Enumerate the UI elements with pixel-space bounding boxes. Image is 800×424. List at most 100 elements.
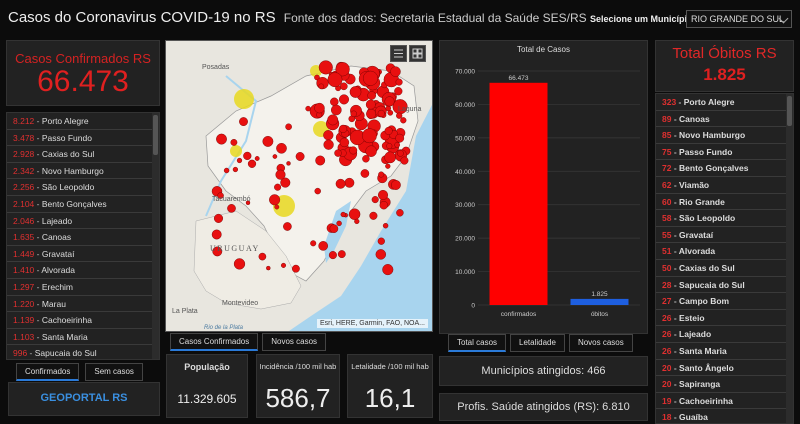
city-case-marker[interactable]	[361, 128, 377, 144]
city-case-marker[interactable]	[323, 139, 334, 150]
city-case-marker[interactable]	[276, 143, 287, 154]
city-case-marker[interactable]	[291, 264, 300, 273]
city-case-marker[interactable]	[362, 70, 378, 86]
city-case-marker[interactable]	[354, 218, 360, 225]
city-case-marker[interactable]	[314, 187, 321, 195]
city-case-marker[interactable]	[227, 204, 236, 213]
map-canvas[interactable]: Posadas Tacuarembó URUGUAY Montevideo La…	[166, 41, 433, 332]
bar-0[interactable]	[489, 82, 548, 305]
city-case-marker[interactable]	[379, 200, 389, 210]
city-case-marker[interactable]	[360, 169, 370, 178]
list-item[interactable]: 75 - Passo Fundo	[656, 144, 793, 161]
list-item[interactable]: 1.635 - Canoas	[7, 229, 159, 246]
list-item[interactable]: 2.104 - Bento Gonçalves	[7, 196, 159, 213]
list-item[interactable]: 20 - Santo Ângelo	[656, 360, 793, 377]
city-case-marker[interactable]	[323, 130, 334, 141]
city-case-marker[interactable]	[386, 142, 393, 149]
list-item[interactable]: 58 - São Leopoldo	[656, 210, 793, 227]
city-case-marker[interactable]	[394, 87, 403, 96]
city-case-marker[interactable]	[385, 163, 391, 169]
city-case-marker[interactable]	[247, 159, 257, 168]
list-item[interactable]: 1.297 - Erechim	[7, 279, 159, 296]
city-case-marker[interactable]	[233, 258, 246, 270]
list-item[interactable]: 1.410 - Alvorada	[7, 262, 159, 279]
city-case-marker[interactable]	[390, 180, 401, 190]
list-item[interactable]: 85 - Novo Hamburgo	[656, 127, 793, 144]
geoportal-link[interactable]: GEOPORTAL RS	[8, 382, 160, 416]
city-case-marker[interactable]	[339, 137, 350, 148]
city-case-marker[interactable]	[274, 183, 282, 191]
basemap-button[interactable]	[409, 45, 426, 62]
city-case-marker[interactable]	[340, 211, 346, 218]
city-case-marker[interactable]	[318, 83, 325, 90]
list-item[interactable]: 19 - Cachoeirinha	[656, 393, 793, 410]
city-case-marker[interactable]	[328, 251, 337, 260]
list-item[interactable]: 1.449 - Gravataí	[7, 246, 159, 263]
list-item[interactable]: 26 - Lajeado	[656, 326, 793, 343]
city-case-marker[interactable]	[266, 265, 271, 271]
list-item[interactable]: 2.342 - Novo Hamburgo	[7, 163, 159, 180]
city-case-marker[interactable]	[211, 229, 222, 240]
list-item[interactable]: 26 - Santa Maria	[656, 343, 793, 360]
list-item[interactable]: 27 - Campo Bom	[656, 293, 793, 310]
city-case-marker[interactable]	[396, 112, 403, 119]
list-item[interactable]: 26 - Esteio	[656, 310, 793, 327]
list-item[interactable]: 2.928 - Caxias do Sul	[7, 146, 159, 163]
scrollbar[interactable]	[152, 113, 159, 359]
city-case-marker[interactable]	[366, 108, 377, 119]
city-case-marker[interactable]	[377, 189, 388, 200]
city-case-marker[interactable]	[387, 110, 394, 116]
city-case-marker[interactable]	[283, 222, 292, 231]
city-case-marker[interactable]	[295, 152, 305, 161]
city-case-marker[interactable]	[230, 139, 238, 146]
city-case-marker[interactable]	[258, 252, 267, 261]
confirmed-list[interactable]: 8.212 - Porto Alegre 3.478 - Passo Fundo 2…	[6, 112, 160, 360]
city-case-marker[interactable]	[382, 264, 394, 276]
list-item[interactable]: 18 - Guaíba	[656, 409, 793, 423]
list-item[interactable]: 3.478 - Passo Fundo	[7, 130, 159, 147]
city-case-marker[interactable]	[377, 109, 385, 118]
city-case-marker[interactable]	[337, 250, 346, 259]
city-case-marker[interactable]	[330, 104, 342, 116]
city-case-marker[interactable]	[232, 166, 239, 173]
city-case-marker[interactable]	[350, 110, 357, 118]
city-case-marker[interactable]	[329, 224, 339, 233]
list-item[interactable]: 2.046 - Lajeado	[7, 213, 159, 230]
city-case-marker[interactable]	[212, 246, 223, 257]
city-case-marker[interactable]	[334, 149, 342, 157]
city-case-marker[interactable]	[339, 82, 348, 91]
city-case-marker[interactable]	[336, 220, 342, 227]
list-item[interactable]: 55 - Gravataí	[656, 227, 793, 244]
city-case-marker[interactable]	[245, 200, 251, 206]
city-case-marker[interactable]	[382, 222, 389, 229]
city-case-marker[interactable]	[272, 154, 278, 159]
city-case-marker[interactable]	[330, 97, 339, 106]
deaths-list[interactable]: 323 - Porto Alegre 89 - Canoas 85 - Novo H…	[655, 93, 794, 424]
city-case-marker[interactable]	[327, 72, 343, 88]
city-case-marker[interactable]	[396, 209, 404, 217]
list-item[interactable]: 60 - Rio Grande	[656, 194, 793, 211]
city-case-marker[interactable]	[223, 167, 230, 174]
list-item[interactable]: 996 - Sapucaia do Sul	[7, 345, 159, 359]
city-case-marker[interactable]	[395, 78, 403, 86]
scrollbar-thumb[interactable]	[153, 115, 158, 155]
city-case-marker[interactable]	[239, 117, 248, 127]
city-case-marker[interactable]	[384, 126, 393, 135]
list-item[interactable]: 72 - Bento Gonçalves	[656, 160, 793, 177]
city-case-marker[interactable]	[400, 117, 407, 124]
city-case-marker[interactable]	[314, 102, 325, 114]
city-case-marker[interactable]	[400, 156, 409, 165]
city-case-marker[interactable]	[395, 133, 405, 143]
list-item[interactable]: 1.220 - Marau	[7, 296, 159, 313]
city-case-marker[interactable]	[397, 150, 404, 157]
city-case-marker[interactable]	[236, 157, 243, 164]
city-case-marker[interactable]	[318, 60, 333, 75]
list-item[interactable]: 62 - Viamão	[656, 177, 793, 194]
city-case-marker[interactable]	[286, 161, 291, 166]
list-item[interactable]: 1.103 - Santa Maria	[7, 329, 159, 346]
tab-confirmados[interactable]: Confirmados	[16, 363, 80, 381]
city-case-marker[interactable]	[365, 145, 377, 157]
city-case-marker[interactable]	[315, 155, 326, 166]
city-case-marker[interactable]	[367, 91, 376, 100]
city-case-marker[interactable]	[349, 146, 358, 155]
